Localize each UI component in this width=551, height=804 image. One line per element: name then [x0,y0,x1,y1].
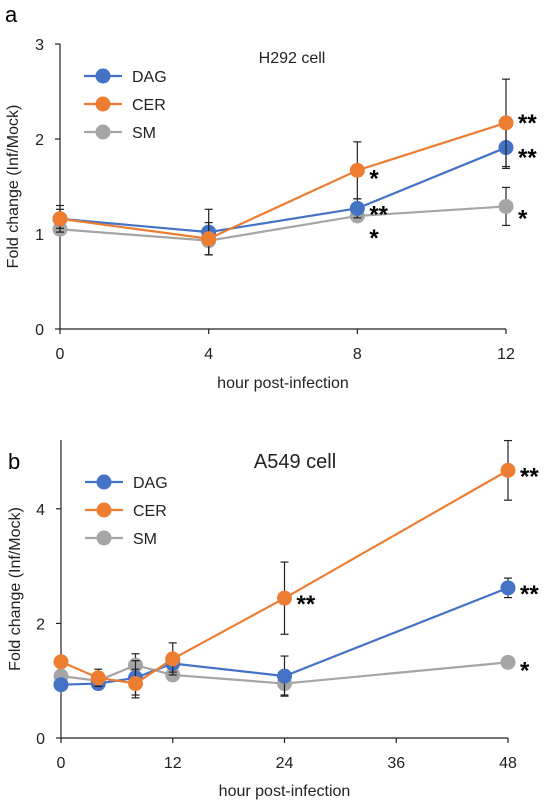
significance-marker: ** [518,110,537,137]
significance-marker: ** [520,463,539,490]
legend-label-sm: SM [132,125,156,142]
data-point-dag [53,677,69,693]
data-point-cer [349,162,365,178]
legend-marker-dag [96,474,112,490]
data-point-cer [201,231,217,247]
panel-b-letter: b [8,449,21,474]
data-point-cer [498,115,514,131]
panel-a-letter: a [5,2,18,27]
data-point-cer [277,590,292,606]
y-tick-label: 0 [36,731,45,748]
significance-marker: * [369,225,379,252]
y-axis-title: Fold change (Inf/Mock) [7,507,24,671]
y-tick-label: 1 [35,227,44,244]
significance-marker: * [369,165,379,192]
y-tick-label: 2 [35,132,44,149]
significance-marker: * [518,205,528,232]
chart-title: A549 cell [254,451,336,473]
data-point-sm [498,198,514,214]
legend-label-sm: SM [133,531,157,548]
x-tick-label: 0 [57,755,66,772]
series-cer [53,439,516,699]
legend-marker-dag [95,68,111,84]
data-point-cer [165,651,181,667]
y-axis-title: Fold change (Inf/Mock) [5,105,22,269]
legend: DAG CER SM [85,474,168,548]
y-tick-label: 3 [35,37,44,54]
y-tick-label: 4 [36,502,45,519]
x-tick-label: 12 [497,346,515,363]
legend-label-cer: CER [132,97,166,114]
legend: DAG CER SM [84,68,167,142]
significance-marker: ** [369,201,388,228]
x-tick-label: 12 [164,755,182,772]
data-point-cer [53,654,69,670]
data-point-sm [500,654,516,670]
x-tick-label: 0 [56,346,65,363]
data-point-dag [500,580,516,596]
data-point-cer [90,670,106,686]
significance-marker: ** [518,145,537,172]
x-tick-label: 8 [353,346,362,363]
x-axis-title: hour post-infection [219,783,351,800]
x-tick-label: 4 [204,346,213,363]
y-tick-label: 0 [35,322,44,339]
legend-label-cer: CER [133,503,167,520]
data-point-cer [500,462,516,478]
y-tick-label: 2 [36,616,45,633]
series-line-sm [59,205,507,242]
significance-marker: ** [520,581,539,608]
significance-marker: * [520,657,530,684]
x-tick-label: 24 [276,755,294,772]
legend-marker-cer [95,96,111,112]
series-cer [52,78,514,256]
data-point-cer [52,211,68,227]
legend-marker-sm [95,124,111,140]
legend-label-dag: DAG [132,69,167,86]
x-tick-label: 48 [499,755,517,772]
x-tick-label: 36 [387,755,405,772]
chart-title: H292 cell [259,50,326,67]
data-point-cer [128,676,143,692]
x-axis-title: hour post-infection [217,375,349,392]
significance-marker: ** [297,591,316,618]
data-point-dag [277,668,292,684]
legend-marker-cer [96,502,112,518]
series-dag [52,126,514,256]
legend-label-dag: DAG [133,475,168,492]
data-point-dag [349,200,365,216]
series-line-cer [59,121,507,240]
series-line-dag [59,146,507,234]
legend-marker-sm [96,530,112,546]
